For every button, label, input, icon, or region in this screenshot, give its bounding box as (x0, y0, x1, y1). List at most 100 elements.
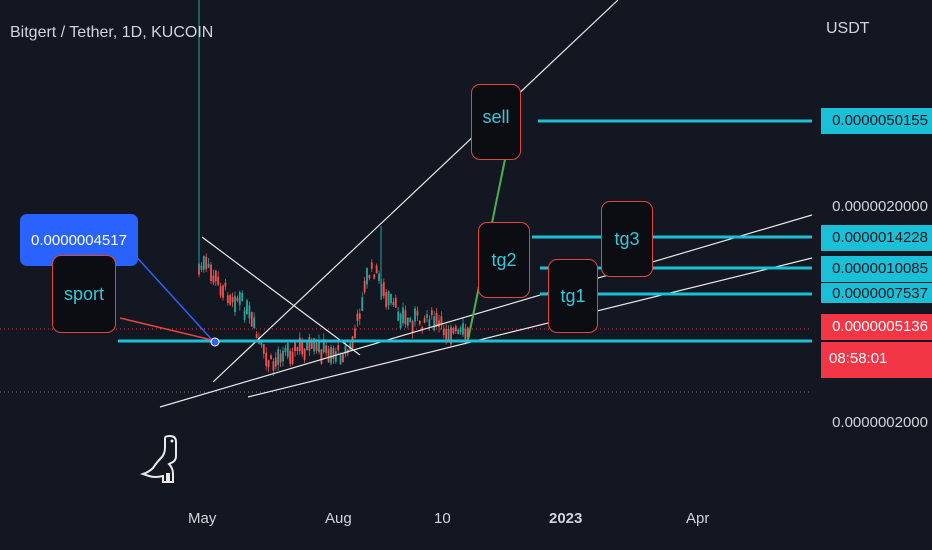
candle-body (322, 339, 325, 353)
candle-body (241, 293, 244, 302)
candle-body (284, 347, 287, 353)
candle-body (447, 328, 450, 343)
candle-body (459, 327, 462, 332)
symbol-title[interactable]: Bitgert / Tether, 1D, KUCOIN (10, 24, 214, 41)
sell-callout[interactable]: sell (471, 84, 521, 160)
candle-body (392, 302, 395, 306)
tg1-callout[interactable]: tg1 (548, 259, 598, 333)
candle-body (315, 342, 318, 351)
candle-body (222, 285, 224, 298)
candle-body (438, 320, 440, 328)
tg2-callout[interactable]: tg2 (478, 222, 530, 298)
candle-body (368, 275, 371, 279)
candle-body (414, 308, 416, 322)
candle-body (387, 291, 390, 306)
candle-body (366, 268, 368, 285)
candle-body (418, 321, 421, 325)
candle-body (308, 337, 311, 351)
candle-body (356, 313, 359, 321)
candle-body (404, 310, 407, 325)
candle-body (229, 295, 232, 305)
candle-body (462, 323, 464, 335)
candle-body (253, 317, 256, 329)
sport-connector (119, 317, 213, 341)
candle-body (277, 349, 280, 365)
price-label-2e6: 0.0000020000 (832, 198, 928, 215)
candle-body (202, 255, 205, 270)
candle-body (423, 318, 426, 323)
price-label-sell: 0.0000050155 (821, 108, 932, 134)
candle-body (351, 336, 354, 349)
candle-body (243, 310, 246, 320)
candle-body (214, 270, 217, 282)
candle-body (279, 353, 282, 363)
candle-body (298, 337, 301, 352)
candle-body (430, 310, 433, 316)
candle-body (337, 345, 340, 351)
trendline-support-1[interactable] (159, 214, 813, 408)
candlestick-series (198, 0, 469, 377)
entry-point-marker[interactable] (210, 337, 220, 347)
candle-body (349, 343, 352, 350)
countdown-timer: 08:58:01 (821, 342, 932, 378)
candle-body (399, 314, 402, 329)
candle-body (226, 295, 229, 303)
candle-body (454, 326, 457, 332)
candle-body (282, 350, 284, 362)
candle-body (375, 265, 378, 274)
trendline-down[interactable] (201, 236, 361, 356)
candle-body (318, 340, 320, 353)
candle-body (260, 342, 263, 346)
candle-body (224, 282, 227, 287)
candle-body (200, 265, 203, 270)
tg3-callout[interactable]: tg3 (601, 201, 653, 277)
trendline-big-up[interactable] (212, 0, 619, 383)
candle-body (464, 329, 467, 342)
candle-body (265, 352, 268, 367)
candle-body (428, 319, 431, 327)
last-price-label: 0.0000005136 (821, 314, 932, 340)
candle-body (361, 297, 364, 311)
dinosaur-logo-icon (140, 434, 177, 483)
candle-body (212, 275, 215, 283)
candle-body (382, 282, 385, 297)
candle-body (411, 321, 414, 333)
candle-body (301, 339, 304, 355)
price-label-tg2: 0.0000010085 (821, 256, 932, 282)
candle-body (286, 343, 289, 357)
candle-body (262, 344, 265, 354)
candle-body (363, 280, 366, 293)
currency-label: USDT (826, 20, 870, 37)
candle-body (445, 329, 448, 340)
time-label-apr: Apr (686, 510, 710, 527)
candle-body (409, 318, 412, 323)
candle-body (416, 310, 419, 316)
candle-body (373, 274, 376, 279)
candle-body (217, 276, 220, 285)
trendline-support-2[interactable] (247, 257, 813, 398)
candle-body (330, 346, 332, 364)
candle-body (334, 351, 337, 362)
candle-body (433, 316, 436, 331)
candle-body (435, 312, 438, 326)
candle-body (339, 355, 342, 365)
candle-body (274, 357, 277, 367)
candle-body (255, 334, 258, 338)
candle-body (426, 314, 428, 318)
candle-body (358, 313, 361, 319)
price-label-tg1: 0.0000007537 (821, 283, 932, 303)
candle-body (442, 329, 445, 336)
candle-body (210, 264, 212, 281)
time-label-may: May (188, 510, 217, 527)
candle-body (234, 296, 236, 313)
price-label-tg3: 0.0000014228 (821, 225, 932, 251)
candle-body (397, 311, 400, 321)
candle-body (310, 340, 313, 349)
sport-callout[interactable]: sport (52, 255, 116, 333)
candle-body (289, 350, 292, 364)
candle-body (354, 328, 356, 338)
candle-body (313, 338, 316, 352)
time-label-aug: Aug (325, 510, 352, 527)
candle-body (291, 351, 294, 364)
candle-body (385, 292, 388, 308)
